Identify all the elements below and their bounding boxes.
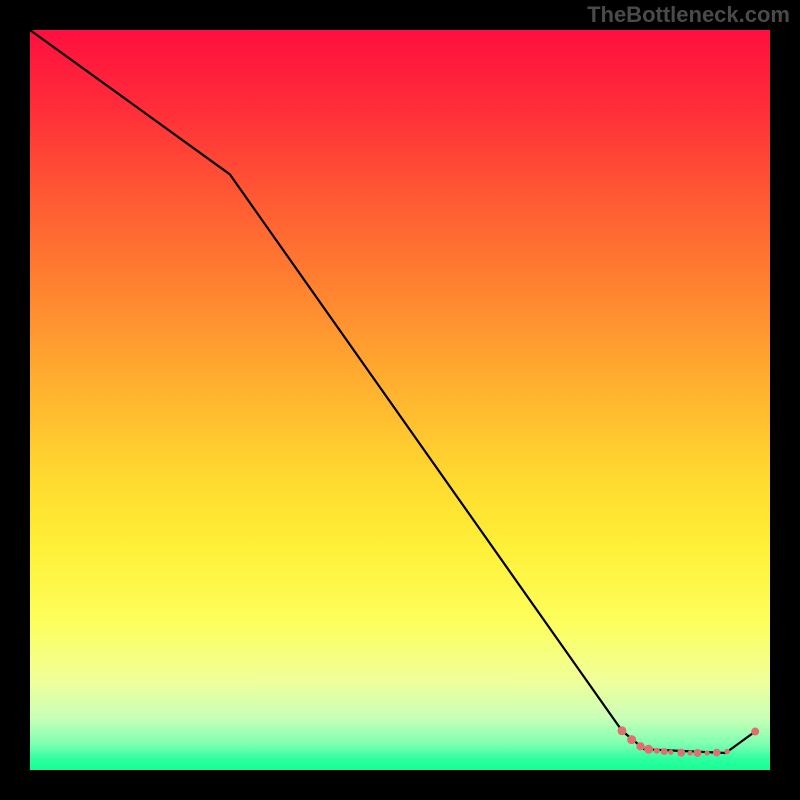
data-marker (751, 728, 759, 736)
data-marker (668, 750, 673, 755)
data-marker (693, 749, 701, 757)
chart-canvas: TheBottleneck.com (0, 0, 800, 800)
data-marker (618, 726, 627, 735)
bottleneck-curve (30, 30, 755, 753)
data-marker (713, 749, 721, 757)
data-marker (644, 745, 653, 754)
data-marker (636, 742, 644, 750)
data-marker (627, 735, 636, 744)
watermark-text: TheBottleneck.com (587, 2, 790, 28)
plot-area (30, 30, 770, 770)
data-marker (677, 749, 685, 757)
data-marker (687, 750, 692, 755)
data-marker (705, 750, 710, 755)
data-marker (654, 748, 660, 754)
chart-overlay (30, 30, 770, 770)
data-marker (724, 749, 730, 755)
data-marker (661, 748, 668, 755)
